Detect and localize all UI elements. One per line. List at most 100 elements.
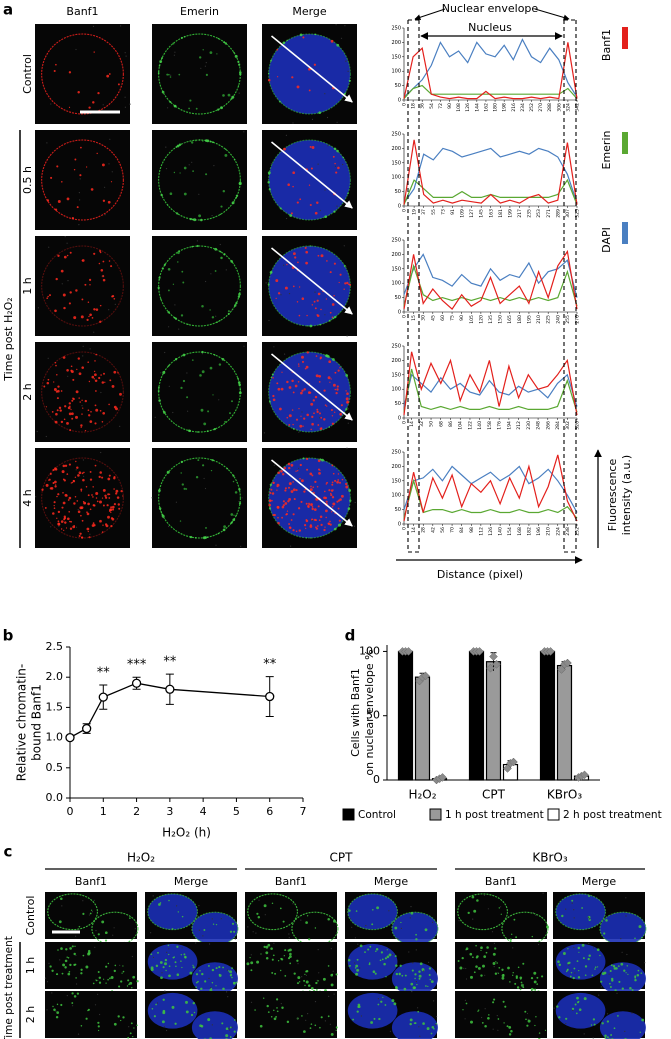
- speckle: [487, 908, 489, 910]
- x-tick-label: 70: [450, 527, 456, 533]
- speckle: [525, 1018, 527, 1021]
- speckle: [75, 48, 77, 51]
- speckle: [90, 188, 94, 191]
- speckle: [67, 956, 70, 959]
- speckle: [88, 914, 90, 916]
- speckle: [131, 987, 133, 989]
- speckle: [101, 497, 104, 499]
- speckle: [295, 470, 297, 472]
- speckle: [235, 514, 237, 517]
- speckle: [310, 428, 312, 431]
- legend-label: 2 h post treatment: [563, 809, 662, 821]
- replicate-point: [580, 770, 589, 780]
- speckle: [532, 912, 535, 914]
- nucleus-stain: [268, 246, 351, 326]
- speckle: [329, 1023, 331, 1025]
- speckle: [317, 292, 321, 296]
- speckle: [304, 984, 306, 987]
- speckle: [196, 240, 198, 242]
- speckle: [336, 500, 339, 503]
- speckle: [608, 973, 610, 975]
- speckle: [283, 955, 285, 957]
- speckle: [392, 954, 394, 956]
- speckle: [62, 492, 64, 494]
- speckle: [470, 1020, 473, 1024]
- speckle: [74, 963, 77, 966]
- speckle: [319, 323, 321, 326]
- speckle: [601, 1022, 604, 1025]
- micrograph: [35, 236, 130, 336]
- speckle: [57, 254, 60, 257]
- speckle: [355, 910, 358, 912]
- speckle: [556, 1005, 559, 1008]
- x-tick-label: 176: [497, 421, 503, 430]
- speckle: [291, 76, 294, 79]
- nucleus-stain: [391, 912, 438, 946]
- x-tick-label: 126: [488, 527, 494, 536]
- speckle: [104, 186, 106, 188]
- speckle: [498, 966, 501, 969]
- speckle: [58, 525, 60, 527]
- speckle: [183, 192, 187, 196]
- speckle: [330, 948, 332, 950]
- speckle: [79, 178, 81, 180]
- speckle: [55, 1010, 57, 1012]
- nuclear-rim: [47, 893, 98, 931]
- speckle: [591, 974, 594, 977]
- speckle: [316, 314, 320, 318]
- speckle: [238, 488, 241, 491]
- speckle: [284, 975, 287, 977]
- speckle: [93, 378, 95, 380]
- speckle: [237, 60, 240, 63]
- speckle: [54, 309, 57, 313]
- speckle: [292, 171, 296, 175]
- speckle: [167, 204, 169, 206]
- speckle: [297, 381, 300, 383]
- speckle: [458, 920, 460, 922]
- speckle: [66, 197, 70, 201]
- legend-label: DAPI: [600, 227, 613, 253]
- speckle: [306, 468, 309, 471]
- speckle: [166, 73, 169, 76]
- speckle: [311, 415, 314, 419]
- speckle: [100, 451, 102, 454]
- speckle: [91, 375, 95, 379]
- speckle: [330, 983, 334, 987]
- speckle: [176, 905, 178, 907]
- x-tick-label: 68: [438, 421, 444, 427]
- speckle: [59, 959, 61, 961]
- speckle: [110, 511, 112, 514]
- speckle: [113, 1022, 117, 1026]
- speckle: [164, 962, 167, 966]
- speckle: [506, 1025, 509, 1028]
- speckle: [356, 958, 359, 961]
- speckle: [197, 980, 199, 983]
- speckle: [213, 427, 216, 431]
- speckle: [136, 1024, 138, 1027]
- speckle: [132, 975, 136, 979]
- profile-line: [403, 253, 578, 298]
- speckle: [287, 500, 290, 503]
- speckle: [87, 502, 90, 506]
- y-tick-label: 100: [359, 644, 380, 657]
- speckle: [302, 425, 304, 427]
- speckle: [526, 1024, 529, 1027]
- bar: [485, 661, 502, 781]
- speckle: [292, 185, 294, 188]
- speckle: [384, 1004, 387, 1006]
- speckle: [102, 978, 105, 980]
- speckle: [270, 163, 272, 165]
- nucleus-stain: [347, 943, 398, 980]
- speckle: [265, 282, 267, 284]
- speckle: [110, 181, 113, 183]
- x-tick-label: 14: [411, 527, 417, 533]
- x-tick-label: 165: [507, 315, 513, 324]
- speckle: [287, 957, 291, 960]
- speckle: [212, 394, 214, 396]
- nuclear-rim: [41, 245, 124, 327]
- speckle: [256, 960, 260, 964]
- speckle: [80, 426, 82, 428]
- speckle: [92, 522, 95, 525]
- speckle: [53, 388, 57, 391]
- nuclear-rim: [158, 245, 241, 327]
